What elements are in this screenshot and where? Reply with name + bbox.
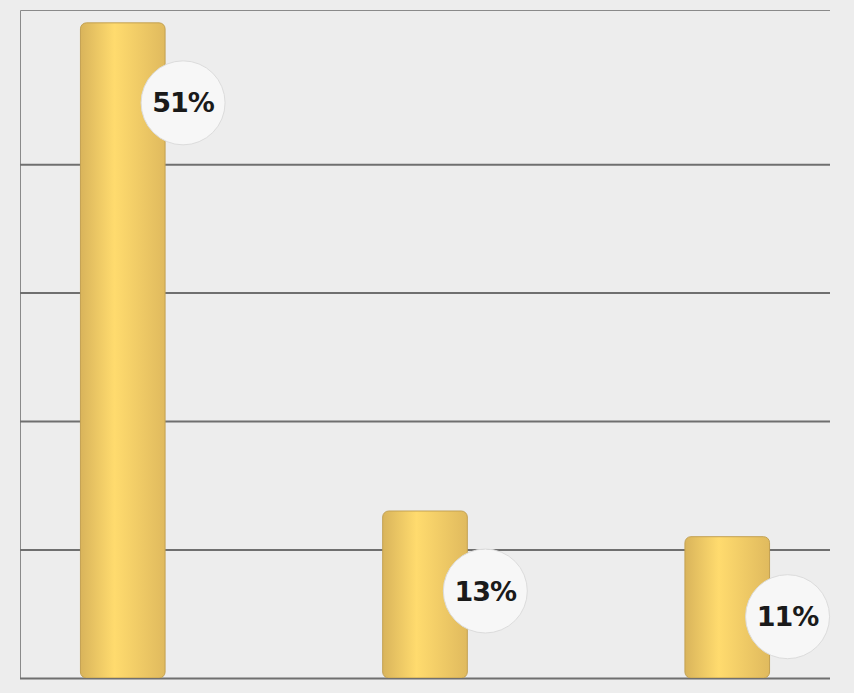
plot: 51% 13% 11% [20, 11, 830, 679]
bars [80, 23, 769, 678]
data-label: 11% [757, 601, 820, 632]
label-badge [443, 549, 527, 633]
label-badge [141, 61, 225, 145]
label-badge [746, 575, 830, 659]
chart: 51% 13% 11% [0, 0, 854, 693]
data-label: 51% [152, 87, 215, 118]
y-axis-line [21, 11, 831, 679]
data-label: 13% [454, 576, 517, 607]
data-labels: 51% 13% 11% [141, 61, 829, 659]
y-tick [20, 678, 830, 679]
y-axis [20, 11, 830, 679]
